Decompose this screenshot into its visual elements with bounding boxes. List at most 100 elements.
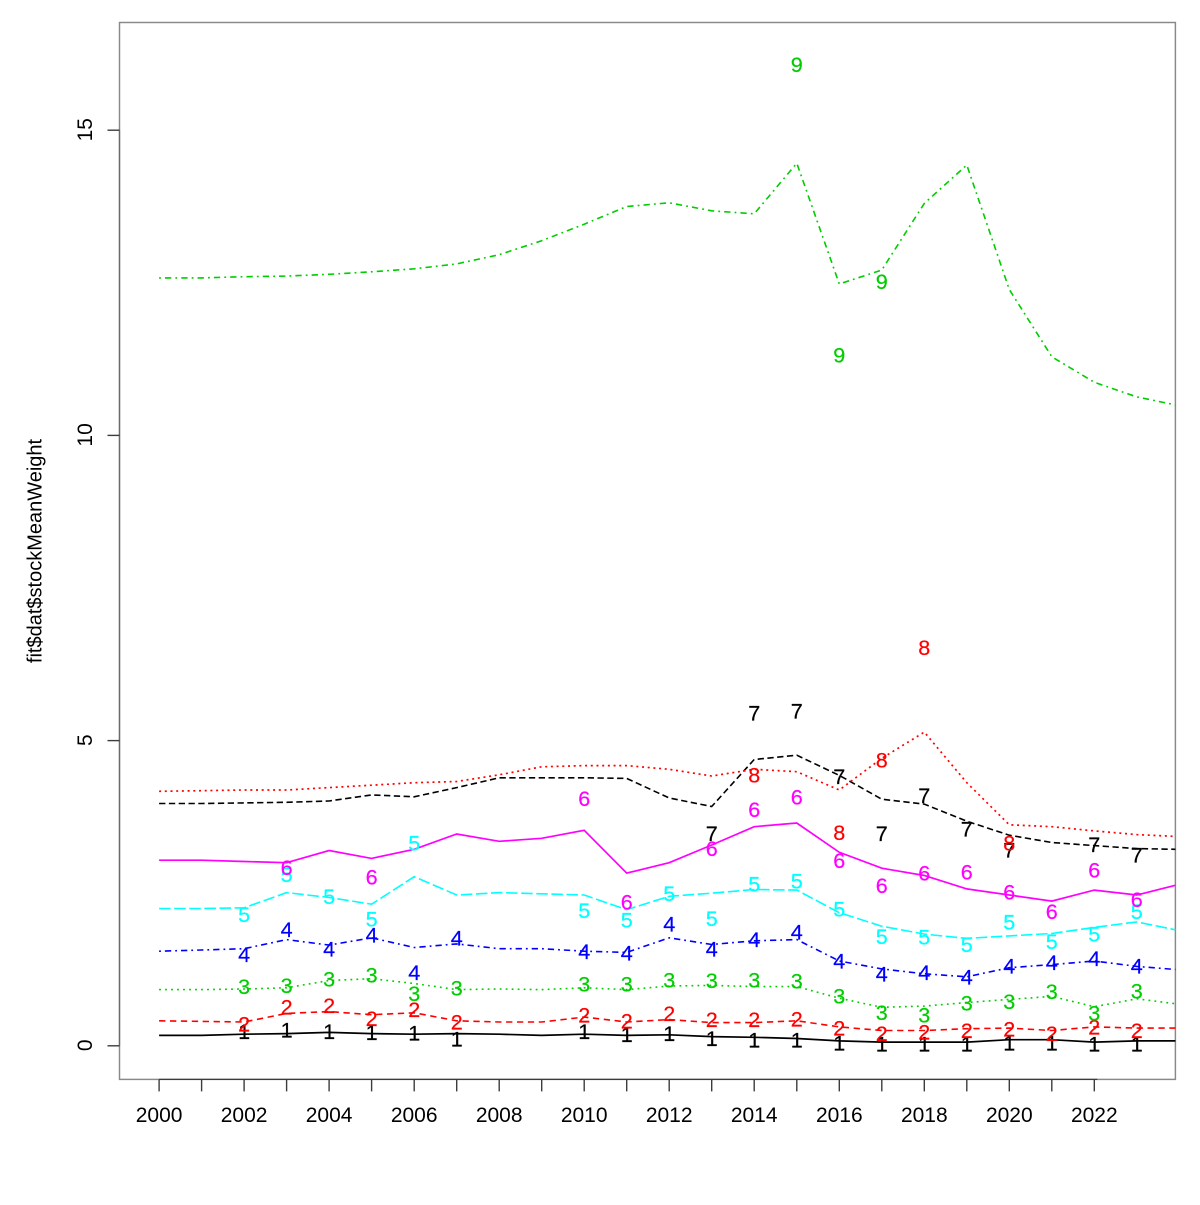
svg-text:7: 7 xyxy=(961,817,973,842)
svg-text:3: 3 xyxy=(1003,989,1015,1014)
svg-text:3: 3 xyxy=(706,968,718,993)
svg-text:2018: 2018 xyxy=(901,1104,948,1127)
svg-text:1: 1 xyxy=(366,1020,378,1045)
svg-text:3: 3 xyxy=(238,974,250,999)
svg-text:2: 2 xyxy=(791,1007,803,1032)
svg-text:7: 7 xyxy=(1088,832,1100,857)
svg-text:2000: 2000 xyxy=(136,1104,183,1127)
svg-text:3: 3 xyxy=(1088,1000,1100,1025)
svg-text:2: 2 xyxy=(833,1016,845,1041)
svg-text:9: 9 xyxy=(791,52,803,77)
svg-text:4: 4 xyxy=(706,936,718,961)
svg-text:2012: 2012 xyxy=(646,1104,693,1127)
svg-text:1: 1 xyxy=(1003,1030,1015,1055)
svg-text:8: 8 xyxy=(1003,831,1015,856)
svg-text:5: 5 xyxy=(706,906,718,931)
svg-text:2: 2 xyxy=(238,1011,250,1036)
svg-text:2002: 2002 xyxy=(221,1104,268,1127)
svg-text:2: 2 xyxy=(366,1006,378,1031)
svg-text:2022: 2022 xyxy=(1071,1104,1118,1127)
svg-text:4: 4 xyxy=(238,942,250,967)
svg-text:4: 4 xyxy=(366,922,378,947)
svg-text:2: 2 xyxy=(281,994,293,1019)
svg-text:3: 3 xyxy=(281,973,293,998)
svg-text:2: 2 xyxy=(621,1008,633,1033)
svg-text:3: 3 xyxy=(1046,979,1058,1004)
svg-text:2: 2 xyxy=(876,1021,888,1046)
svg-text:3: 3 xyxy=(918,1002,930,1027)
svg-text:4: 4 xyxy=(876,961,888,986)
svg-text:2014: 2014 xyxy=(731,1104,778,1127)
svg-text:2: 2 xyxy=(451,1010,463,1035)
svg-text:2016: 2016 xyxy=(816,1104,863,1127)
svg-text:2020: 2020 xyxy=(986,1104,1033,1127)
svg-text:6: 6 xyxy=(1046,899,1058,924)
svg-text:5: 5 xyxy=(1046,929,1058,954)
svg-text:6: 6 xyxy=(833,848,845,873)
svg-text:5: 5 xyxy=(876,924,888,949)
svg-text:1: 1 xyxy=(408,1021,420,1046)
svg-text:1: 1 xyxy=(833,1030,845,1055)
svg-text:2004: 2004 xyxy=(306,1104,353,1127)
svg-text:4: 4 xyxy=(961,964,973,989)
svg-text:3: 3 xyxy=(621,972,633,997)
svg-text:1: 1 xyxy=(1088,1032,1100,1057)
svg-text:2008: 2008 xyxy=(476,1104,523,1127)
svg-text:4: 4 xyxy=(281,917,293,942)
svg-text:5: 5 xyxy=(578,898,590,923)
svg-text:1: 1 xyxy=(918,1032,930,1057)
svg-text:2: 2 xyxy=(1046,1021,1058,1046)
svg-text:fit$dat$stockMeanWeight: fit$dat$stockMeanWeight xyxy=(25,438,47,663)
svg-text:2: 2 xyxy=(323,993,335,1018)
svg-text:8: 8 xyxy=(833,820,845,845)
svg-text:1: 1 xyxy=(323,1019,335,1044)
svg-text:5: 5 xyxy=(918,925,930,950)
svg-text:2: 2 xyxy=(706,1007,718,1032)
svg-text:4: 4 xyxy=(408,960,420,985)
svg-text:5: 5 xyxy=(1131,899,1143,924)
svg-text:3: 3 xyxy=(791,969,803,994)
svg-text:1: 1 xyxy=(791,1027,803,1052)
svg-text:1: 1 xyxy=(578,1019,590,1044)
svg-text:2: 2 xyxy=(663,1001,675,1026)
svg-text:7: 7 xyxy=(918,783,930,808)
svg-text:4: 4 xyxy=(578,939,590,964)
svg-text:5: 5 xyxy=(366,906,378,931)
svg-text:3: 3 xyxy=(1131,979,1143,1004)
svg-text:5: 5 xyxy=(74,734,97,746)
svg-text:4: 4 xyxy=(748,927,760,952)
svg-text:5: 5 xyxy=(791,869,803,894)
svg-text:4: 4 xyxy=(1131,953,1143,978)
svg-text:4: 4 xyxy=(663,911,675,936)
svg-text:4: 4 xyxy=(621,941,633,966)
svg-text:3: 3 xyxy=(833,983,845,1008)
svg-text:3: 3 xyxy=(323,966,335,991)
svg-text:6: 6 xyxy=(578,786,590,811)
svg-text:4: 4 xyxy=(791,919,803,944)
svg-text:4: 4 xyxy=(1046,950,1058,975)
svg-text:7: 7 xyxy=(833,764,845,789)
svg-text:5: 5 xyxy=(663,881,675,906)
svg-text:4: 4 xyxy=(323,936,335,961)
svg-text:1: 1 xyxy=(961,1032,973,1057)
svg-text:4: 4 xyxy=(1088,946,1100,971)
svg-text:3: 3 xyxy=(578,972,590,997)
svg-text:7: 7 xyxy=(748,701,760,726)
svg-text:1: 1 xyxy=(748,1027,760,1052)
svg-text:3: 3 xyxy=(366,963,378,988)
svg-text:6: 6 xyxy=(281,855,293,880)
svg-text:6: 6 xyxy=(791,784,803,809)
svg-text:1: 1 xyxy=(451,1027,463,1052)
svg-text:1: 1 xyxy=(1131,1032,1143,1057)
svg-text:2: 2 xyxy=(408,997,420,1022)
svg-text:2: 2 xyxy=(1088,1015,1100,1040)
svg-text:1: 1 xyxy=(876,1032,888,1057)
svg-text:4: 4 xyxy=(451,925,463,950)
svg-text:7: 7 xyxy=(706,821,718,846)
svg-text:1: 1 xyxy=(1046,1030,1058,1055)
svg-text:7: 7 xyxy=(791,698,803,723)
svg-text:6: 6 xyxy=(621,889,633,914)
svg-text:8: 8 xyxy=(748,762,760,787)
svg-text:3: 3 xyxy=(876,1000,888,1025)
svg-text:7: 7 xyxy=(1003,838,1015,863)
